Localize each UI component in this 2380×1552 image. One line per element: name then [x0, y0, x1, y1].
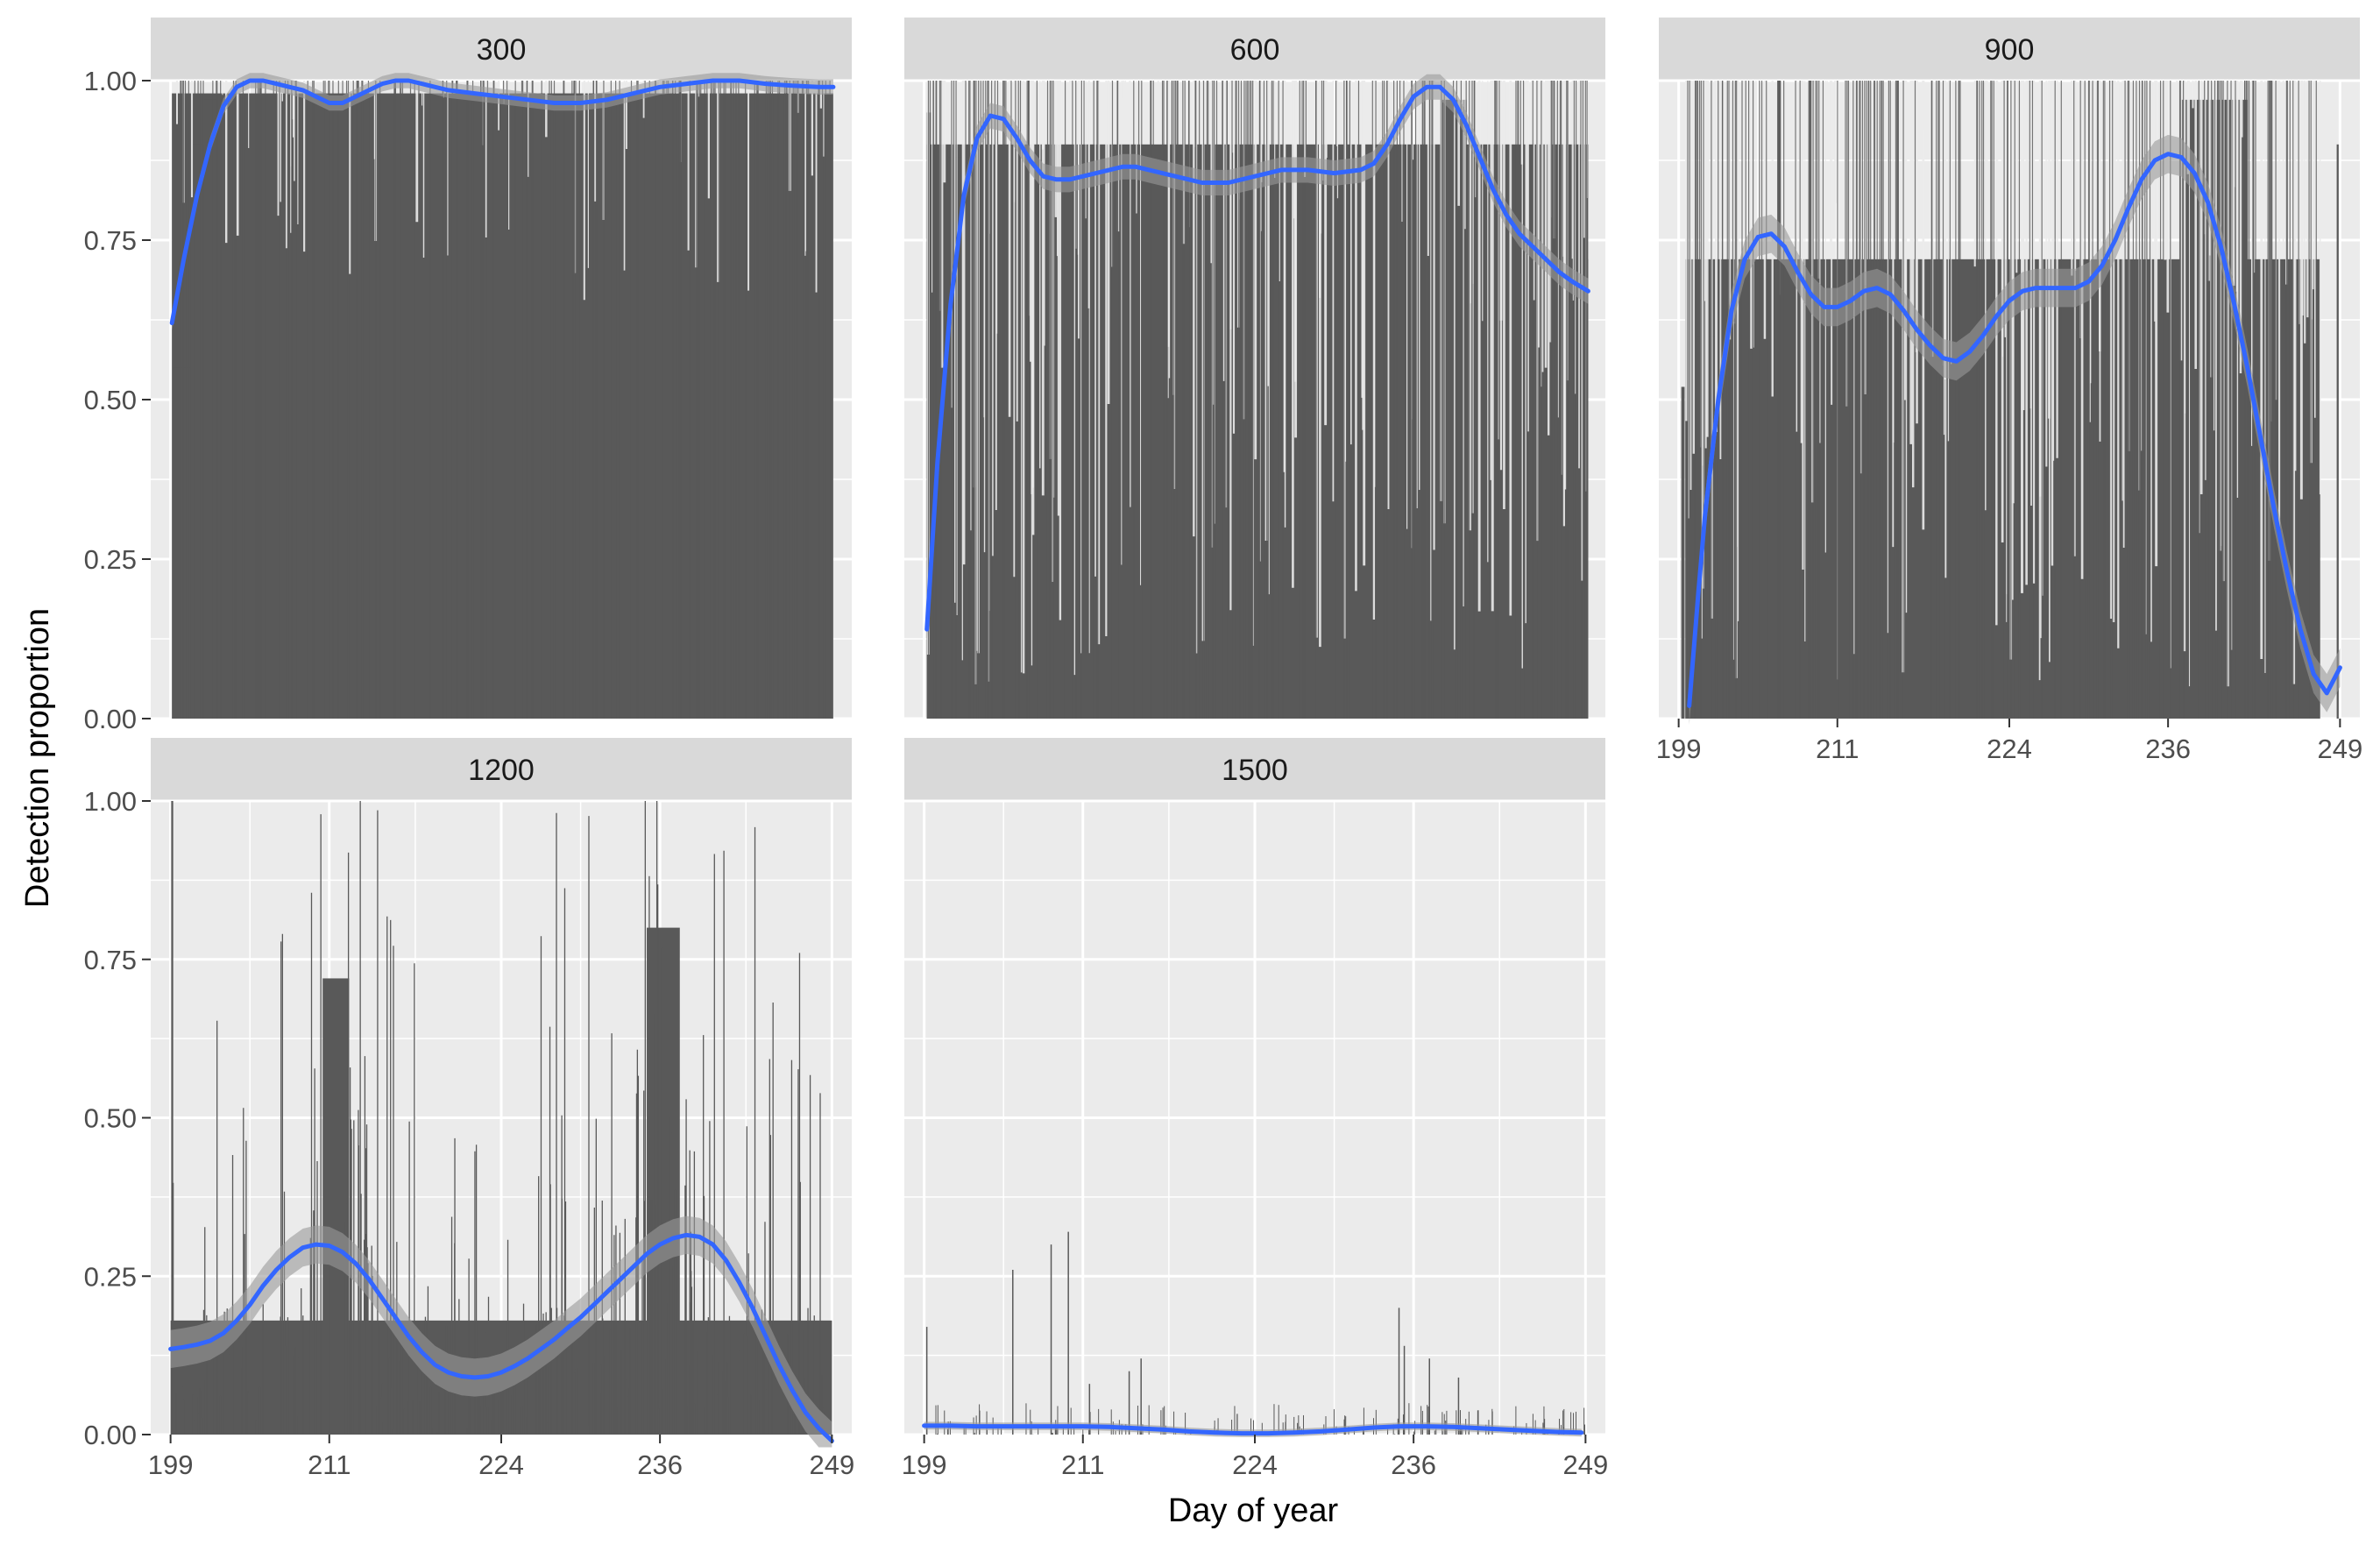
bar-region: [172, 93, 833, 719]
detection-bars: [172, 81, 833, 719]
smooth-trend-line: [1687, 152, 2342, 708]
x-tick-label: 249: [1562, 1449, 1608, 1480]
y-tick-label: 0.25: [84, 544, 137, 575]
x-tick-label: 236: [1391, 1449, 1436, 1480]
y-tick-label: 0.75: [84, 945, 137, 975]
facet-strip-label: 300: [477, 33, 527, 67]
bar-region: [2336, 144, 2339, 719]
smooth-trend-line: [169, 78, 836, 326]
y-axis: 0.00 0.25 0.50 0.75 1.00: [84, 66, 151, 734]
x-tick-label: 211: [1061, 1449, 1104, 1480]
facet-panel-600: 600: [904, 18, 1605, 720]
detection-bars: [925, 1231, 1586, 1435]
x-tick-label: 224: [1232, 1449, 1278, 1480]
y-axis: 0.00 0.25 0.50 0.75 1.00: [84, 786, 151, 1450]
smooth-trend-line: [168, 1232, 834, 1443]
smooth-confidence-ribbon: [1689, 134, 2341, 726]
x-axis: 199 211 224 236 249: [1656, 719, 2362, 764]
y-tick-label: 0.50: [84, 1103, 137, 1134]
x-axis: 199 211 224 236 249: [902, 1435, 1608, 1480]
x-tick-label: 236: [637, 1449, 683, 1480]
bar-region: [1681, 386, 1685, 719]
bar-region: [1565, 259, 1589, 719]
x-tick-label: 236: [2145, 733, 2191, 764]
detection-bars: [1681, 81, 2339, 719]
detection-bars: [926, 81, 1589, 719]
facet-panel-900: 900 199 211 224 236 249: [1656, 18, 2362, 764]
y-tick-label: 1.00: [84, 786, 137, 817]
facet-strip: [904, 18, 1605, 81]
facet-strip-label: 1500: [1222, 754, 1288, 787]
bar-region: [190, 144, 204, 719]
facet-strip: [1659, 18, 2360, 81]
x-tick-label: 224: [478, 1449, 524, 1480]
x-tick-label: 249: [809, 1449, 854, 1480]
bar-region: [203, 99, 217, 719]
facet-strip-label: 900: [1985, 33, 2035, 67]
bar-region: [926, 144, 1589, 719]
smooth-trend-line: [922, 1423, 1584, 1436]
y-tick-label: 1.00: [84, 66, 137, 96]
facet-strip: [151, 18, 852, 81]
x-tick-label: 249: [2317, 733, 2362, 764]
x-tick-label: 199: [902, 1449, 947, 1480]
bar-texture: [1685, 81, 2321, 719]
facet-panel-1200: 1200 0.00 0.25 0.50 0.75 1.00 199 211 224 236 249: [84, 738, 854, 1480]
facet-strip-label: 600: [1230, 33, 1280, 67]
smooth-confidence-ribbon: [926, 74, 1589, 642]
smooth-trend-line: [924, 84, 1590, 632]
facet-strip: [904, 738, 1605, 801]
y-axis-title: Detection proportion: [19, 608, 56, 908]
x-tick-label: 211: [1816, 733, 1859, 764]
bar-region: [171, 801, 174, 1435]
facet-strip-label: 1200: [468, 754, 535, 787]
facet-panel-1500: 1500 199 211 224 236 249: [902, 738, 1608, 1480]
facet-strip: [151, 738, 852, 801]
y-tick-label: 0.00: [84, 1420, 137, 1450]
x-tick-label: 199: [148, 1449, 194, 1480]
y-tick-label: 0.00: [84, 704, 137, 734]
panels-layer: 300 0.00 0.25 0.50 0.75 1.00 600 900 199 211 224 23…: [84, 18, 2362, 1480]
y-tick-label: 0.50: [84, 385, 137, 415]
y-tick-label: 0.75: [84, 225, 137, 256]
x-axis: 199 211 224 236 249: [148, 1435, 854, 1480]
y-tick-label: 0.25: [84, 1261, 137, 1292]
facet-panel-300: 300 0.00 0.25 0.50 0.75 1.00: [84, 18, 852, 734]
x-axis-title: Day of year: [1168, 1492, 1339, 1529]
x-tick-label: 224: [1987, 733, 2032, 764]
x-tick-label: 199: [1656, 733, 1702, 764]
x-tick-label: 211: [308, 1449, 351, 1480]
